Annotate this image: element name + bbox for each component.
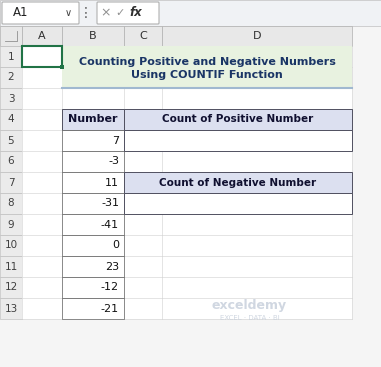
- FancyBboxPatch shape: [2, 2, 79, 24]
- Bar: [0, 67, 22, 88]
- Bar: [124, 172, 352, 193]
- Text: B: B: [89, 31, 97, 41]
- Text: 23: 23: [105, 262, 119, 272]
- Text: 1: 1: [8, 51, 14, 62]
- Text: exceldemy: exceldemy: [212, 299, 287, 312]
- Text: Count of Negative Number: Count of Negative Number: [159, 178, 317, 188]
- Text: ×: ×: [101, 7, 111, 19]
- Bar: [62, 172, 124, 193]
- Bar: [0, 46, 22, 67]
- Bar: [124, 109, 352, 130]
- Bar: [62, 46, 352, 88]
- Bar: [62, 151, 124, 172]
- Text: 8: 8: [8, 199, 14, 208]
- Text: 5: 5: [8, 135, 14, 145]
- Bar: [22, 26, 62, 46]
- Text: D: D: [253, 31, 261, 41]
- Bar: [0, 0, 381, 26]
- Bar: [22, 151, 352, 172]
- Text: -3: -3: [108, 156, 119, 167]
- Bar: [22, 46, 352, 67]
- Text: 12: 12: [4, 283, 18, 292]
- Text: -31: -31: [101, 199, 119, 208]
- Bar: [162, 26, 352, 46]
- Bar: [62, 214, 124, 235]
- Text: -41: -41: [101, 219, 119, 229]
- Bar: [62, 298, 124, 319]
- Text: 9: 9: [8, 219, 14, 229]
- Bar: [0, 172, 22, 193]
- Bar: [62, 26, 124, 46]
- Text: ∨: ∨: [64, 8, 72, 18]
- Bar: [0, 109, 22, 130]
- Text: 10: 10: [5, 240, 18, 251]
- Bar: [62, 277, 124, 298]
- Text: 7: 7: [112, 135, 119, 145]
- Bar: [0, 193, 22, 214]
- Bar: [62, 130, 124, 151]
- Bar: [62, 256, 124, 277]
- Text: Number: Number: [68, 115, 118, 124]
- Bar: [0, 277, 22, 298]
- Bar: [22, 277, 352, 298]
- Text: A1: A1: [13, 7, 29, 19]
- Text: C: C: [139, 31, 147, 41]
- Text: -12: -12: [101, 283, 119, 292]
- Bar: [22, 67, 352, 88]
- Bar: [124, 130, 352, 151]
- Bar: [0, 298, 22, 319]
- Text: 0: 0: [112, 240, 119, 251]
- Text: Count of Positive Number: Count of Positive Number: [162, 115, 314, 124]
- Bar: [22, 172, 352, 193]
- Text: ⋮: ⋮: [79, 6, 93, 20]
- Bar: [124, 193, 352, 214]
- Text: 6: 6: [8, 156, 14, 167]
- Text: 4: 4: [8, 115, 14, 124]
- Text: 11: 11: [4, 262, 18, 272]
- Bar: [22, 88, 352, 109]
- Bar: [22, 256, 352, 277]
- Text: -21: -21: [101, 304, 119, 313]
- Text: fx: fx: [130, 7, 142, 19]
- Bar: [22, 109, 352, 130]
- Text: 11: 11: [105, 178, 119, 188]
- Bar: [60, 65, 64, 69]
- Bar: [22, 193, 352, 214]
- Text: Using COUNTIF Function: Using COUNTIF Function: [131, 70, 283, 80]
- Text: 13: 13: [4, 304, 18, 313]
- Text: 7: 7: [8, 178, 14, 188]
- Text: 2: 2: [8, 73, 14, 83]
- FancyBboxPatch shape: [97, 2, 159, 24]
- Bar: [62, 109, 124, 130]
- Text: EXCEL · DATA · BI: EXCEL · DATA · BI: [219, 315, 279, 321]
- Bar: [0, 256, 22, 277]
- Bar: [62, 235, 124, 256]
- Text: 3: 3: [8, 94, 14, 103]
- Bar: [0, 235, 22, 256]
- Bar: [0, 88, 22, 109]
- Bar: [0, 151, 22, 172]
- Bar: [22, 235, 352, 256]
- Bar: [0, 26, 22, 46]
- Text: A: A: [38, 31, 46, 41]
- Text: ✓: ✓: [115, 8, 125, 18]
- Text: Counting Positive and Negative Numbers: Counting Positive and Negative Numbers: [78, 57, 335, 67]
- Bar: [0, 214, 22, 235]
- Bar: [22, 298, 352, 319]
- Bar: [22, 130, 352, 151]
- Bar: [62, 193, 124, 214]
- Bar: [0, 130, 22, 151]
- Bar: [124, 26, 162, 46]
- Bar: [22, 46, 62, 67]
- Bar: [22, 214, 352, 235]
